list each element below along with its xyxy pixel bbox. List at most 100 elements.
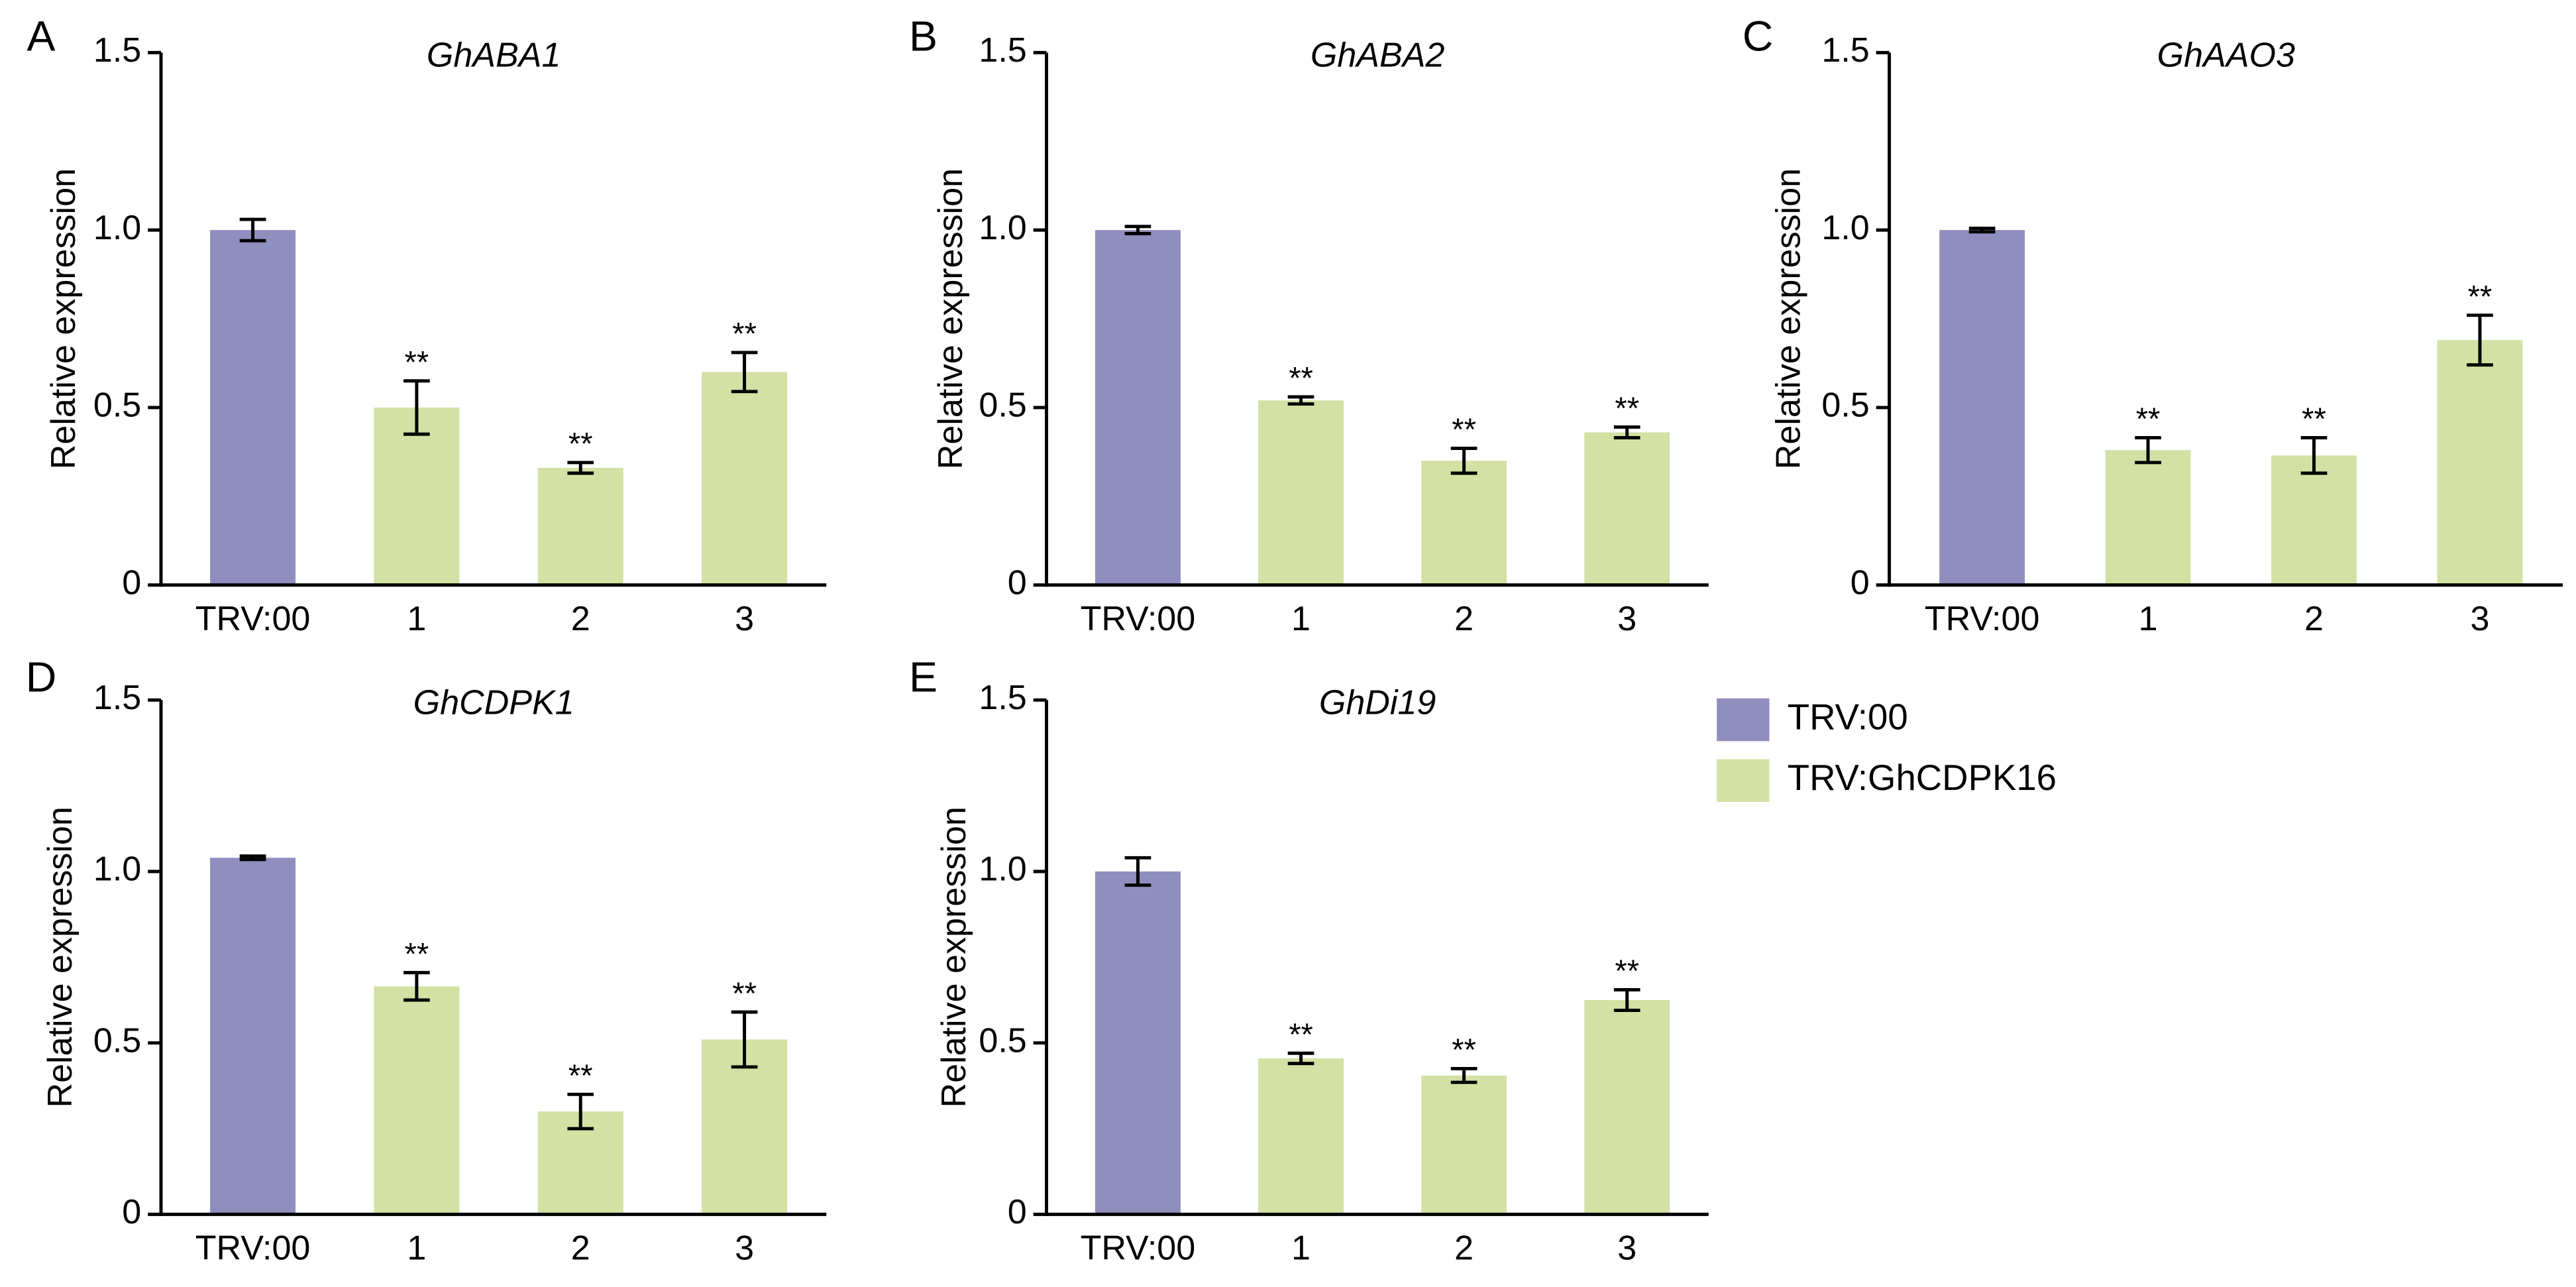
panel-label: E bbox=[909, 653, 938, 701]
y-tick-label: 0 bbox=[1008, 1193, 1027, 1231]
significance-label: ** bbox=[1615, 390, 1639, 425]
error-bar bbox=[567, 1092, 594, 1131]
legend-swatch bbox=[1717, 759, 1770, 803]
legend-swatch bbox=[1717, 698, 1770, 742]
bar bbox=[1095, 871, 1181, 1215]
x-tick-label: 1 bbox=[2139, 600, 2158, 638]
bar bbox=[1584, 1000, 1670, 1215]
bar bbox=[374, 407, 460, 585]
error-bar bbox=[1124, 856, 1152, 887]
y-tick-label: 0.5 bbox=[93, 386, 141, 425]
bar bbox=[210, 230, 296, 585]
y-axis-label: Relative expression bbox=[41, 807, 80, 1107]
panel-label: B bbox=[909, 13, 938, 60]
chart-title: GhDi19 bbox=[1319, 683, 1436, 722]
bar bbox=[1258, 1058, 1344, 1215]
significance-label: ** bbox=[1452, 1032, 1476, 1067]
bar bbox=[537, 467, 623, 585]
significance-label: ** bbox=[732, 976, 757, 1011]
y-axis-label: Relative expression bbox=[935, 807, 973, 1107]
x-tick-label: 3 bbox=[1617, 600, 1637, 638]
significance-label: ** bbox=[1289, 1017, 1313, 1052]
error-bar bbox=[1287, 395, 1315, 406]
error-bar bbox=[239, 217, 266, 243]
y-tick-label: 0 bbox=[1851, 563, 1870, 602]
y-axis-label: Relative expression bbox=[1769, 168, 1807, 469]
chart-title: GhCDPK1 bbox=[413, 683, 574, 722]
x-tick-label: TRV:00 bbox=[195, 600, 311, 638]
error-bar bbox=[1124, 225, 1152, 235]
x-tick-label: TRV:00 bbox=[1925, 600, 2040, 638]
significance-label: ** bbox=[568, 426, 593, 461]
significance-label: ** bbox=[2468, 278, 2493, 313]
legend-label: TRV:00 bbox=[1788, 697, 1908, 737]
bar bbox=[1095, 230, 1181, 585]
chart-title: GhABA1 bbox=[427, 36, 561, 75]
y-tick-label: 1.0 bbox=[93, 209, 141, 247]
x-tick-label: TRV:00 bbox=[195, 1229, 311, 1268]
significance-label: ** bbox=[2136, 401, 2161, 436]
error-bar bbox=[567, 461, 594, 475]
error-bar bbox=[1450, 1067, 1477, 1084]
bar bbox=[702, 1039, 788, 1215]
bar bbox=[1421, 1075, 1507, 1215]
bar bbox=[702, 372, 788, 585]
x-tick-label: 1 bbox=[407, 600, 426, 638]
error-bar bbox=[239, 854, 266, 862]
y-tick-label: 1.0 bbox=[979, 209, 1026, 247]
bar bbox=[2271, 455, 2357, 585]
significance-label: ** bbox=[1615, 953, 1639, 988]
y-tick-label: 0 bbox=[122, 1193, 141, 1231]
x-tick-label: TRV:00 bbox=[1081, 1229, 1196, 1268]
significance-label: ** bbox=[2302, 401, 2326, 436]
x-tick-label: 3 bbox=[1617, 1229, 1637, 1268]
legend-label: TRV:GhCDPK16 bbox=[1788, 757, 2057, 798]
panel-label: D bbox=[26, 653, 57, 701]
x-tick-label: 2 bbox=[571, 600, 590, 638]
error-bar bbox=[403, 971, 430, 1002]
error-bar bbox=[2300, 435, 2328, 475]
bar bbox=[2105, 450, 2191, 585]
significance-label: ** bbox=[405, 936, 429, 971]
x-tick-label: 2 bbox=[571, 1229, 590, 1268]
significance-label: ** bbox=[1289, 361, 1313, 396]
error-bar bbox=[1968, 226, 1996, 234]
chart-title: GhABA2 bbox=[1311, 36, 1445, 75]
x-tick-label: 2 bbox=[2304, 600, 2324, 638]
y-tick-label: 1.5 bbox=[979, 31, 1026, 70]
error-bar bbox=[731, 1010, 758, 1069]
error-bar bbox=[1450, 447, 1477, 475]
y-axis-label: Relative expression bbox=[44, 168, 83, 469]
y-tick-label: 0.5 bbox=[979, 386, 1026, 425]
x-tick-label: 3 bbox=[735, 600, 754, 638]
y-tick-label: 1.0 bbox=[93, 850, 141, 889]
x-tick-label: 2 bbox=[1454, 1229, 1474, 1268]
y-tick-label: 0.5 bbox=[93, 1021, 141, 1060]
panel-label: A bbox=[27, 13, 56, 60]
error-bar bbox=[1613, 425, 1640, 439]
x-tick-label: 3 bbox=[735, 1229, 754, 1268]
y-tick-label: 1.5 bbox=[93, 31, 141, 70]
y-tick-label: 1.5 bbox=[93, 679, 141, 717]
panel-label: C bbox=[1743, 13, 1774, 60]
x-tick-label: TRV:00 bbox=[1081, 600, 1196, 638]
x-tick-label: 1 bbox=[407, 1229, 426, 1268]
error-bar bbox=[2135, 435, 2161, 465]
error-bar bbox=[1287, 1051, 1315, 1066]
x-tick-label: 3 bbox=[2470, 600, 2489, 638]
y-tick-label: 1.5 bbox=[979, 679, 1026, 717]
bar bbox=[1421, 461, 1507, 585]
y-axis-label: Relative expression bbox=[932, 168, 970, 469]
y-tick-label: 0.5 bbox=[1821, 386, 1869, 425]
error-bar bbox=[2467, 313, 2493, 367]
y-tick-label: 1.0 bbox=[1821, 209, 1869, 247]
y-tick-label: 1.5 bbox=[1821, 31, 1869, 70]
significance-label: ** bbox=[405, 344, 429, 379]
bar bbox=[1258, 400, 1344, 585]
bar bbox=[2437, 340, 2523, 585]
y-tick-label: 0 bbox=[1008, 563, 1027, 602]
x-tick-label: 1 bbox=[1291, 600, 1311, 638]
x-tick-label: 1 bbox=[1291, 1229, 1311, 1268]
bar bbox=[1939, 230, 2025, 585]
